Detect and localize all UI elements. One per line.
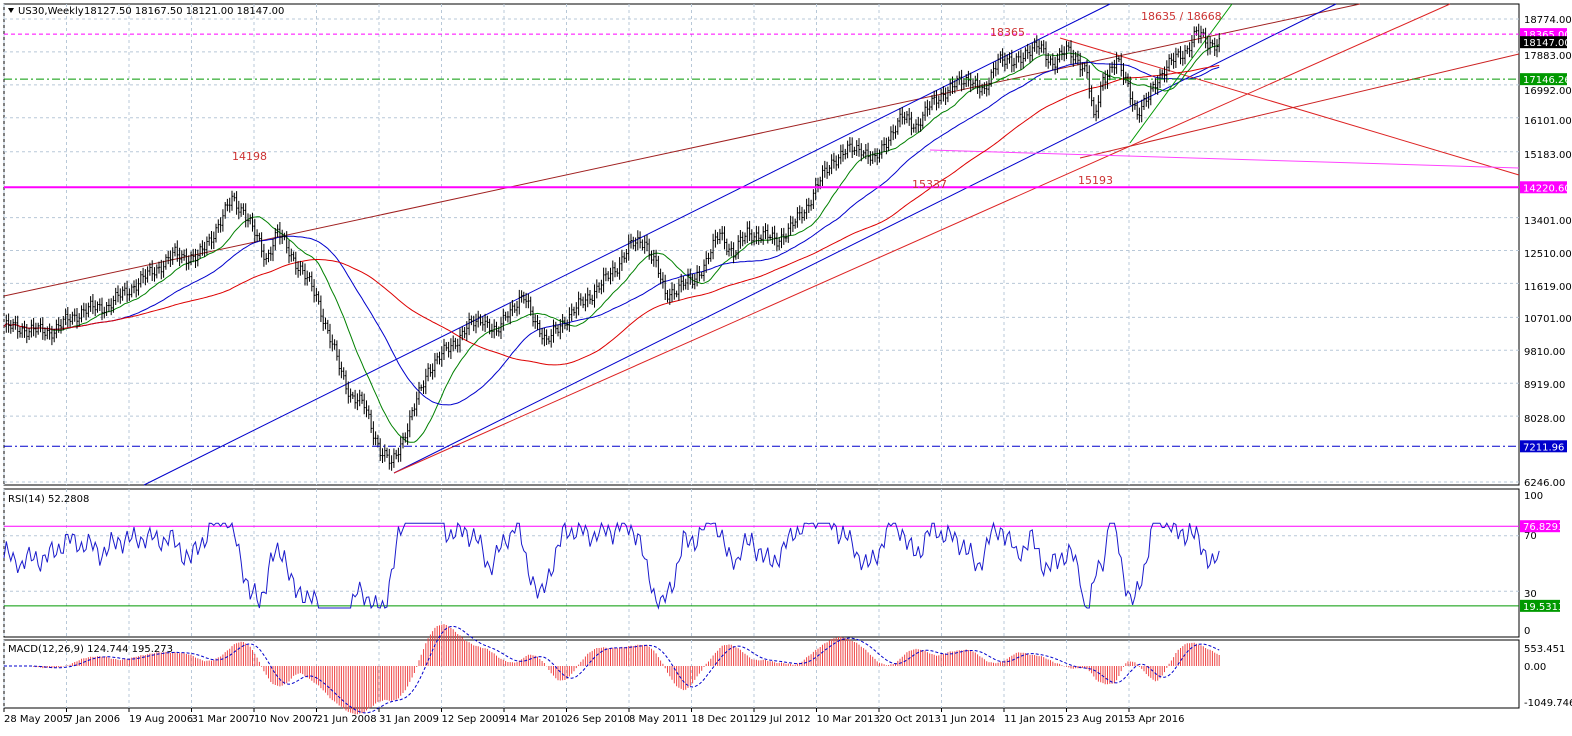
axis-tick: 10701.00 xyxy=(1524,314,1572,325)
rsi-tag-text: 19.5313 xyxy=(1523,602,1564,613)
time-label: 23 Aug 2015 xyxy=(1067,714,1131,725)
price-tag-text: 14220.60 xyxy=(1523,183,1571,194)
moving-averages xyxy=(3,44,1220,443)
trendline-long-red xyxy=(3,3,1361,297)
rsi-tag-text: 76.8293 xyxy=(1523,522,1564,533)
time-label: 10 Nov 2007 xyxy=(254,714,318,725)
macd-panel[interactable] xyxy=(3,639,1520,709)
rsi-tag-box xyxy=(1520,520,1560,533)
time-label: 20 Oct 2013 xyxy=(879,714,941,725)
price-tag-text: 18147.00 xyxy=(1523,38,1571,49)
time-label: 29 Jul 2012 xyxy=(754,714,811,725)
time-label: 7 Jan 2006 xyxy=(67,714,121,725)
time-label: 3 Apr 2016 xyxy=(1129,714,1184,725)
annotation-18635-18668: 18635 / 18668 xyxy=(1141,10,1222,23)
price-panel[interactable] xyxy=(3,3,1520,486)
ma-100-line xyxy=(3,65,1220,366)
rsi-label: RSI(14) 52.2808 xyxy=(8,494,89,505)
time-label: 14 Mar 2010 xyxy=(504,714,567,725)
time-label: 21 Jun 2008 xyxy=(317,714,377,725)
macd-histogram xyxy=(4,624,1220,715)
time-label: 18 Dec 2011 xyxy=(692,714,756,725)
axis-tick: 15183.00 xyxy=(1524,150,1572,161)
trendline-magenta xyxy=(929,149,1520,169)
ohlc-bars xyxy=(5,23,1221,471)
annotation-14198: 14198 xyxy=(232,150,267,163)
time-label: 19 Aug 2006 xyxy=(129,714,193,725)
chart-labels: US30,Weekly 18127.50 18167.50 18121.00 1… xyxy=(8,6,1222,655)
axis-tick: 11619.00 xyxy=(1524,282,1572,293)
axis-tick: 8919.00 xyxy=(1524,380,1565,391)
value-axis: 18774.00 17883.00 16992.00 16101.00 1518… xyxy=(1524,15,1572,709)
price-bars xyxy=(5,23,1221,471)
time-label: 1 Jun 2014 xyxy=(942,714,996,725)
macd-axis-tick: 553.451 xyxy=(1524,644,1565,655)
axis-tick: 13401.00 xyxy=(1524,216,1572,227)
price-tag-text: 7211.96 xyxy=(1523,442,1564,453)
axis-tick: 18774.00 xyxy=(1524,15,1572,26)
rsi-panel[interactable] xyxy=(3,488,1520,638)
rsi-tag-box xyxy=(1520,599,1560,612)
macd-axis-tick: -1049.746 xyxy=(1524,698,1572,709)
time-label: 10 Mar 2013 xyxy=(817,714,880,725)
price-tag-box xyxy=(1520,181,1567,194)
time-label: 26 Sep 2010 xyxy=(567,714,630,725)
symbol-label: US30,Weekly xyxy=(18,6,84,17)
rsi-series xyxy=(3,521,1220,610)
price-tag-text: 18365.00 xyxy=(1523,30,1571,41)
axis-tick: 6246.00 xyxy=(1524,478,1565,489)
axis-tick: 16992.00 xyxy=(1524,86,1572,97)
annotation-15337: 15337 xyxy=(912,178,947,191)
rsi-axis-tick: 70 xyxy=(1524,531,1537,542)
time-label: 11 Jan 2015 xyxy=(1004,714,1064,725)
annotation-15193: 15193 xyxy=(1078,174,1113,187)
trendline-green xyxy=(1129,3,1233,144)
price-tag-box xyxy=(1520,73,1567,86)
time-label: 12 Sep 2009 xyxy=(442,714,505,725)
macd-signal-line xyxy=(4,625,1220,714)
time-label: 28 May 2005 xyxy=(4,714,69,725)
annotation-18365: 18365 xyxy=(990,26,1025,39)
price-tag-box xyxy=(1520,440,1567,453)
trendline-red-down xyxy=(1059,37,1520,176)
channel-top-blue xyxy=(143,3,1111,486)
price-tag-text: 17146.26 xyxy=(1523,75,1571,86)
axis-tick: 9810.00 xyxy=(1524,347,1565,358)
time-label: 31 Mar 2007 xyxy=(192,714,255,725)
rsi-axis-tick: 100 xyxy=(1524,491,1543,502)
horizontal-levels xyxy=(4,33,1519,607)
macd-axis-tick: 0.00 xyxy=(1524,662,1546,673)
macd-label: MACD(12,26,9) 124.744 195.273 xyxy=(8,644,173,655)
triangle-down-icon[interactable] xyxy=(8,8,14,13)
axis-tick: 12510.00 xyxy=(1524,249,1572,260)
ohlc-values: 18127.50 18167.50 18121.00 18147.00 xyxy=(84,6,284,17)
trendline-red-steep xyxy=(393,3,1451,474)
axis-tick: 16101.00 xyxy=(1524,116,1572,127)
rsi-line xyxy=(3,521,1220,610)
trendline-red-up xyxy=(1079,53,1520,159)
axis-tick: 8028.00 xyxy=(1524,414,1565,425)
rsi-axis-tick: 0 xyxy=(1524,626,1530,637)
grid-lines xyxy=(3,4,1519,708)
time-label: 8 May 2011 xyxy=(629,714,688,725)
ma-50-line xyxy=(3,61,1220,406)
ma-20-line xyxy=(3,44,1220,443)
price-tag-box xyxy=(1520,36,1567,49)
rsi-axis-tick: 30 xyxy=(1524,589,1537,600)
axis-tick: 17883.00 xyxy=(1524,51,1572,62)
time-label: 31 Jan 2009 xyxy=(379,714,439,725)
